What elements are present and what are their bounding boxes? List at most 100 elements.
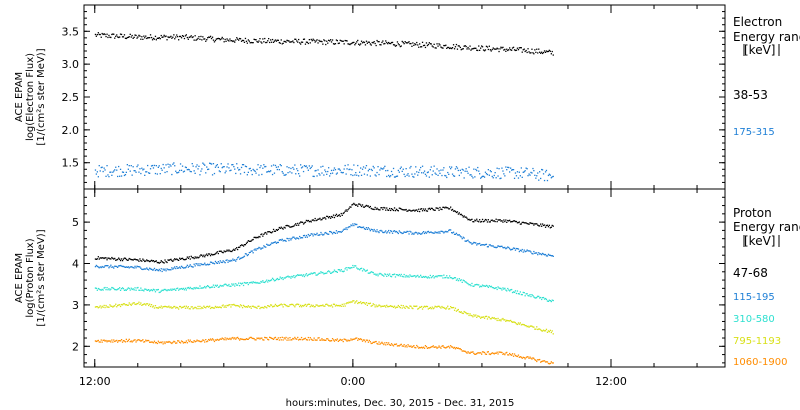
electron-point-175-315 <box>274 164 277 167</box>
proton-point-795-1193 <box>268 305 270 307</box>
proton-point-1060-1900 <box>319 339 321 341</box>
proton-point-310-580 <box>201 287 203 289</box>
electron-point-38-53 <box>444 45 446 47</box>
electron-point-38-53 <box>394 45 397 47</box>
electron-point-175-315 <box>328 167 330 169</box>
electron-point-175-315 <box>105 175 107 177</box>
proton-point-310-580 <box>441 275 443 277</box>
proton-point-795-1193 <box>395 306 398 308</box>
proton-point-795-1193 <box>315 304 317 306</box>
electron-point-38-53 <box>137 36 139 38</box>
proton-point-310-580 <box>272 278 275 281</box>
electron-point-38-53 <box>251 42 253 44</box>
proton-point-310-580 <box>367 272 369 274</box>
proton-point-1060-1900 <box>336 338 338 340</box>
proton-point-310-580 <box>544 297 547 300</box>
electron-point-38-53 <box>458 45 460 47</box>
electron-point-38-53 <box>259 38 261 40</box>
electron-point-38-53 <box>218 38 220 40</box>
electron-point-38-53 <box>489 49 491 51</box>
proton-point-795-1193 <box>345 303 347 305</box>
proton-point-1060-1900 <box>439 346 441 348</box>
proton-point-115-195 <box>256 248 258 250</box>
proton-point-1060-1900 <box>307 336 309 339</box>
proton-point-47-68 <box>465 216 467 218</box>
proton-point-115-195 <box>207 263 209 265</box>
electron-point-175-315 <box>164 171 166 174</box>
proton-point-310-580 <box>384 273 386 275</box>
proton-point-47-68 <box>300 221 302 223</box>
proton-point-1060-1900 <box>101 341 103 343</box>
electron-point-38-53 <box>177 36 179 38</box>
proton-point-47-68 <box>187 257 189 259</box>
proton-point-47-68 <box>511 220 514 223</box>
proton-point-795-1193 <box>257 305 259 307</box>
proton-point-795-1193 <box>398 306 400 308</box>
proton-point-115-195 <box>172 268 174 270</box>
proton-point-47-68 <box>133 258 135 260</box>
proton-point-47-68 <box>266 233 268 235</box>
proton-point-795-1193 <box>487 316 489 318</box>
proton-point-310-580 <box>459 279 461 282</box>
proton-point-115-195 <box>241 256 244 259</box>
proton-point-1060-1900 <box>499 351 501 353</box>
proton-point-310-580 <box>462 279 464 281</box>
electron-point-175-315 <box>348 168 350 171</box>
proton-point-310-580 <box>292 276 294 278</box>
electron-point-38-53 <box>270 41 273 43</box>
electron-point-38-53 <box>517 49 520 51</box>
proton-point-310-580 <box>109 289 111 291</box>
proton-point-115-195 <box>408 233 410 235</box>
electron-point-175-315 <box>319 174 321 176</box>
proton-point-1060-1900 <box>158 342 160 344</box>
proton-point-115-195 <box>360 226 363 229</box>
electron-point-38-53 <box>160 34 162 37</box>
proton-point-115-195 <box>300 237 303 239</box>
proton-point-310-580 <box>187 286 189 289</box>
proton-point-795-1193 <box>243 305 246 308</box>
proton-point-1060-1900 <box>212 339 215 341</box>
proton-point-795-1193 <box>124 304 127 306</box>
electron-point-38-53 <box>510 49 512 51</box>
proton-point-310-580 <box>541 297 544 299</box>
electron-point-175-315 <box>550 177 552 179</box>
proton-point-310-580 <box>454 277 457 279</box>
proton-point-47-68 <box>249 240 251 242</box>
electron-point-38-53 <box>269 41 271 44</box>
proton-point-115-195 <box>497 245 499 247</box>
proton-point-115-195 <box>521 248 523 251</box>
electron-point-38-53 <box>279 42 281 44</box>
proton-point-115-195 <box>543 254 546 256</box>
proton-point-795-1193 <box>465 312 467 314</box>
proton-point-310-580 <box>119 287 121 289</box>
proton-point-47-68 <box>140 260 142 262</box>
proton-point-795-1193 <box>164 305 166 307</box>
proton-point-47-68 <box>357 205 359 207</box>
electron-point-175-315 <box>500 177 502 179</box>
electron-point-38-53 <box>234 41 236 43</box>
proton-point-310-580 <box>134 287 136 289</box>
proton-point-47-68 <box>483 220 486 222</box>
proton-point-1060-1900 <box>105 339 107 342</box>
electron-point-38-53 <box>362 41 365 43</box>
proton-point-1060-1900 <box>241 338 244 340</box>
proton-point-310-580 <box>411 275 413 278</box>
proton-point-47-68 <box>468 218 470 220</box>
electron-point-38-53 <box>205 40 207 42</box>
proton-point-115-195 <box>222 260 224 262</box>
electron-point-38-53 <box>389 42 391 45</box>
proton-point-310-580 <box>202 287 204 289</box>
proton-point-310-580 <box>435 275 437 277</box>
proton-point-310-580 <box>198 287 200 290</box>
proton-point-795-1193 <box>540 329 542 331</box>
electron-point-175-315 <box>196 164 198 166</box>
proton-point-795-1193 <box>229 304 231 306</box>
proton-point-1060-1900 <box>271 338 274 340</box>
proton-point-115-195 <box>262 247 264 249</box>
electron-point-38-53 <box>486 46 489 48</box>
proton-point-310-580 <box>141 289 143 291</box>
proton-point-795-1193 <box>513 321 516 323</box>
electron-point-38-53 <box>492 47 494 49</box>
proton-point-795-1193 <box>264 305 266 308</box>
electron-point-38-53 <box>519 47 521 49</box>
